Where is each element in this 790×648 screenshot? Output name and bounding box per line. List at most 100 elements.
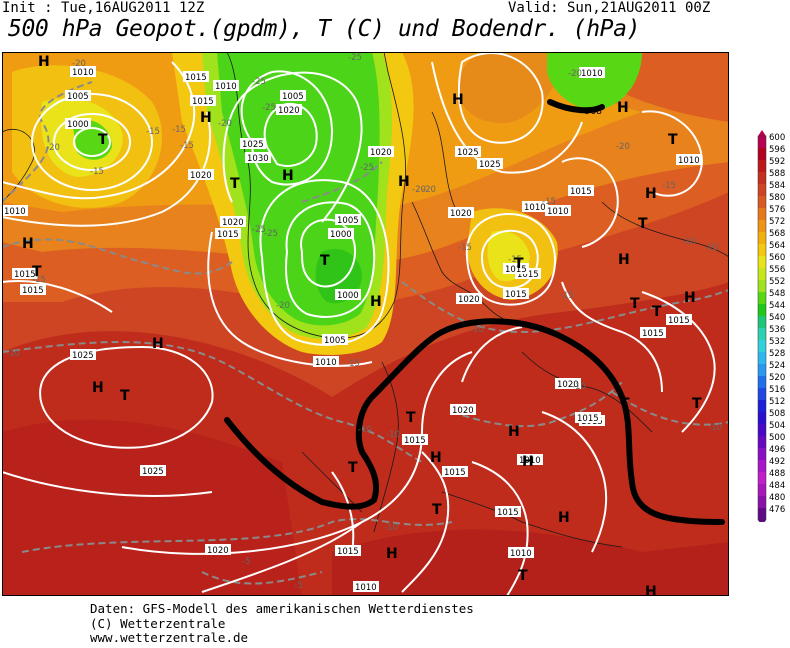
legend-top-arrow bbox=[758, 130, 766, 136]
high-marker: H bbox=[386, 546, 398, 562]
high-marker: H bbox=[22, 236, 34, 252]
temperature-label: -15 bbox=[146, 127, 160, 137]
temperature-label: -10 bbox=[384, 523, 398, 533]
pressure-label: 1005 bbox=[337, 216, 359, 226]
pressure-label: 1025 bbox=[479, 160, 501, 170]
legend-level-label: 548 bbox=[769, 289, 785, 299]
low-marker: T bbox=[630, 296, 640, 312]
pressure-labels: 1010 1015 1005 1000 1015 1010 1005 1020 … bbox=[2, 66, 702, 593]
low-marker: T bbox=[406, 410, 416, 426]
pressure-label: 1015 bbox=[497, 508, 519, 518]
high-marker: H bbox=[645, 186, 657, 202]
low-marker: T bbox=[638, 216, 648, 232]
low-marker: T bbox=[514, 256, 524, 272]
legend-outline bbox=[757, 135, 767, 521]
legend-swatch bbox=[758, 160, 766, 172]
pressure-label: 1005 bbox=[67, 92, 89, 102]
temperature-label: -15 bbox=[32, 275, 46, 285]
temperature-label: -5 bbox=[294, 581, 302, 591]
map-title: 500 hPa Geopot.(gpdm), T (C) und Bodendr… bbox=[8, 16, 641, 42]
legend-swatch bbox=[758, 508, 766, 520]
pressure-label: 1025 bbox=[142, 467, 164, 477]
legend-swatch bbox=[758, 244, 766, 256]
legend-swatch bbox=[758, 400, 766, 412]
pressure-label: 1010 bbox=[215, 82, 237, 92]
low-marker: T bbox=[32, 264, 42, 280]
temperature-label: -25 bbox=[264, 229, 278, 239]
pressure-label: 1015 bbox=[668, 316, 690, 326]
temperature-label: -15 bbox=[662, 181, 676, 191]
temperature-label: -5 bbox=[242, 557, 250, 567]
legend-swatch bbox=[758, 472, 766, 484]
legend-swatch bbox=[758, 424, 766, 436]
high-marker: H bbox=[508, 424, 520, 440]
temperature-labels: -20 -20 -15 -15 -15 -15 -20 -25 -25 -25 … bbox=[6, 53, 722, 591]
legend-swatch bbox=[758, 304, 766, 316]
high-marker: H bbox=[200, 110, 212, 126]
high-marker: H bbox=[92, 380, 104, 396]
low-marker: T bbox=[668, 132, 678, 148]
pressure-label: 1000 bbox=[67, 120, 89, 130]
temperature-label: -20 bbox=[422, 185, 436, 195]
legend-level-label: 592 bbox=[769, 157, 785, 167]
temperature-label: -20 bbox=[276, 301, 290, 311]
temperature-label: -10 bbox=[572, 382, 586, 392]
low-marker: T bbox=[432, 502, 442, 518]
pressure-label: 1020 bbox=[370, 148, 392, 158]
pressure-label: 1020 bbox=[207, 546, 229, 556]
legend-swatch bbox=[758, 280, 766, 292]
pressure-label: 1015 bbox=[505, 290, 527, 300]
legend-level-label: 512 bbox=[769, 397, 785, 407]
legend-swatch bbox=[758, 388, 766, 400]
pressure-label: 1015 bbox=[505, 265, 527, 275]
legend-swatch bbox=[758, 268, 766, 280]
temperature-label: -15 bbox=[560, 291, 574, 301]
valid-time-label: Valid: Sun,21AUG2011 00Z bbox=[508, 0, 711, 16]
pressure-label: 1025 bbox=[457, 148, 479, 158]
temperature-label: -20 bbox=[616, 142, 630, 152]
pressure-label: 1015 bbox=[642, 329, 664, 339]
temperature-label: -10 bbox=[470, 325, 484, 335]
legend-swatch bbox=[758, 436, 766, 448]
legend-level-label: 496 bbox=[769, 445, 785, 455]
high-marker: H bbox=[38, 54, 50, 70]
weather-map: 1010 1015 1005 1000 1015 1010 1005 1020 … bbox=[2, 52, 729, 596]
legend-level-label: 508 bbox=[769, 409, 785, 419]
init-time-label: Init : Tue,16AUG2011 12Z bbox=[2, 0, 205, 16]
high-marker: H bbox=[152, 336, 164, 352]
temperature-label: -25 bbox=[252, 77, 266, 87]
legend-level-label: 528 bbox=[769, 349, 785, 359]
contour-568-label: 568 bbox=[585, 107, 602, 117]
pressure-label: 1015 bbox=[185, 73, 207, 83]
high-marker: H bbox=[282, 168, 294, 184]
pressure-label: 1010 bbox=[355, 583, 377, 593]
temperature-label: -25 bbox=[348, 53, 362, 63]
legend-swatch bbox=[758, 376, 766, 388]
website-link[interactable]: www.wetterzentrale.de bbox=[90, 630, 249, 645]
legend-swatch bbox=[758, 148, 766, 160]
legend-swatch bbox=[758, 220, 766, 232]
high-marker: H bbox=[452, 92, 464, 108]
pressure-label: 1020 bbox=[222, 218, 244, 228]
high-marker: H bbox=[558, 510, 570, 526]
pressure-label: 1015 bbox=[444, 468, 466, 478]
pressure-label: 1010 bbox=[510, 549, 532, 559]
pressure-label: 1020 bbox=[278, 106, 300, 116]
legend-swatch bbox=[758, 364, 766, 376]
temperature-label: -25 bbox=[252, 225, 266, 235]
legend-level-label: 480 bbox=[769, 493, 785, 503]
low-marker: T bbox=[98, 132, 108, 148]
legend-swatches bbox=[757, 130, 767, 522]
temperature-label: -10 bbox=[386, 430, 400, 440]
pressure-label: 1000 bbox=[330, 230, 352, 240]
legend-swatch bbox=[758, 328, 766, 340]
pressure-label: 1005 bbox=[324, 336, 346, 346]
high-marker: H bbox=[430, 450, 442, 466]
legend-swatch bbox=[758, 184, 766, 196]
data-source-line: Daten: GFS-Modell des amerikanischen Wet… bbox=[90, 601, 474, 616]
legend-level-label: 536 bbox=[769, 325, 785, 335]
high-marker: H bbox=[618, 252, 630, 268]
legend-swatch bbox=[758, 352, 766, 364]
pressure-label: 1025 bbox=[242, 140, 264, 150]
legend-swatch bbox=[758, 340, 766, 352]
